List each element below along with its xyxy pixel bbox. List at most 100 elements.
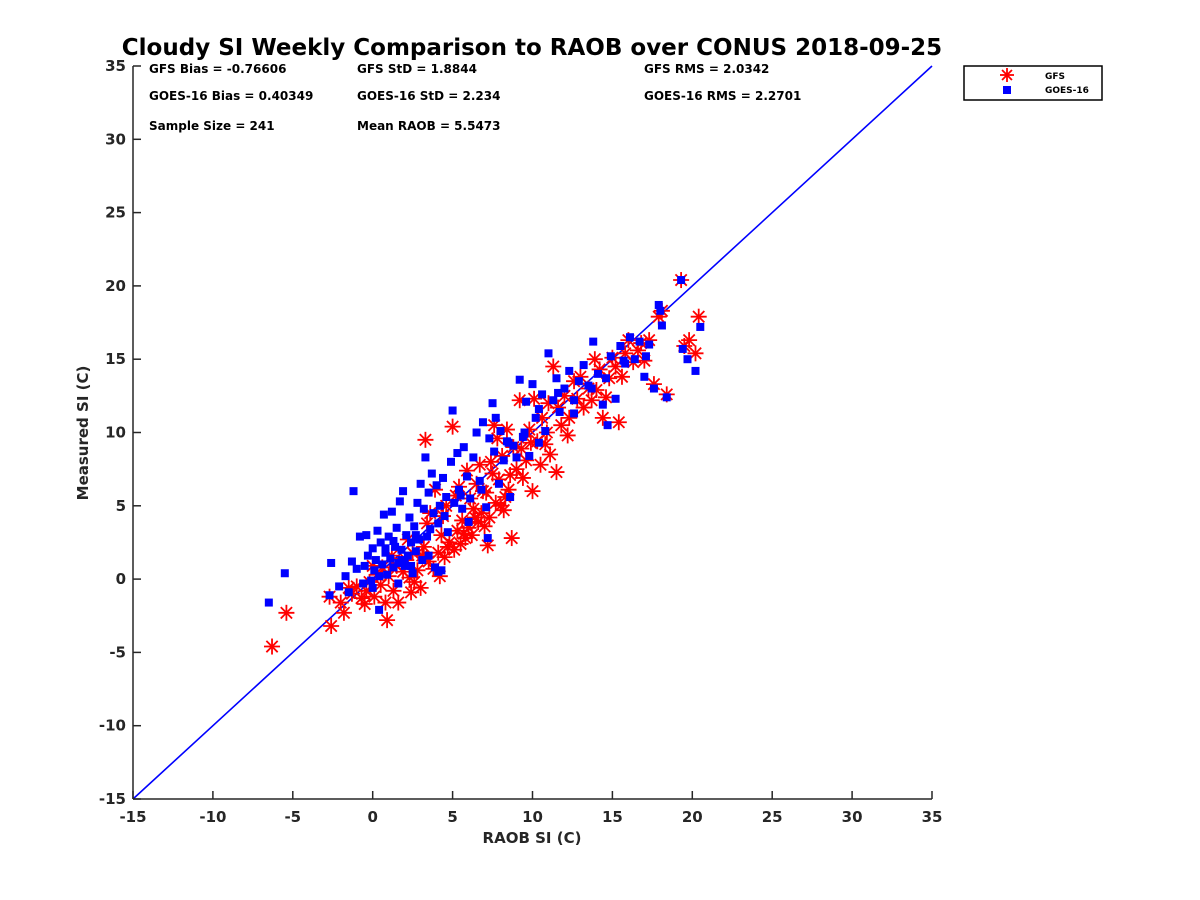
y-tick-label: 5 (116, 497, 126, 515)
y-tick-label: 30 (105, 130, 126, 148)
data-point-goes-16 (325, 591, 334, 600)
data-point-goes-16 (429, 509, 438, 518)
data-point-goes-16 (464, 517, 473, 526)
data-point-gfs (335, 604, 352, 621)
data-point-goes-16 (344, 588, 353, 597)
data-point-goes-16 (678, 344, 687, 353)
data-point-goes-16 (415, 535, 424, 544)
data-point-goes-16 (616, 342, 625, 351)
data-point-goes-16 (367, 576, 376, 585)
legend-label-goes-16: GOES-16 (1045, 86, 1089, 96)
data-point-goes-16 (574, 377, 583, 386)
data-point-goes-16 (483, 534, 492, 543)
data-point-gfs (681, 332, 698, 349)
legend-label-gfs: GFS (1045, 72, 1065, 82)
x-axis: -15 -10 -5 0 5 10 15 20 25 30 35 (119, 791, 942, 826)
data-point-gfs (542, 446, 559, 463)
data-point-goes-16 (488, 399, 497, 408)
data-point-goes-16 (397, 556, 406, 565)
data-point-goes-16 (435, 501, 444, 510)
data-point-goes-16 (442, 493, 451, 502)
data-point-goes-16 (421, 453, 430, 462)
y-tick-label: 20 (105, 277, 126, 295)
data-point-goes-16 (696, 322, 705, 331)
data-point-goes-16 (424, 488, 433, 497)
data-point-goes-16 (512, 453, 521, 462)
data-point-gfs (610, 414, 627, 431)
data-point-goes-16 (482, 503, 491, 512)
y-axis: -15 -10 -5 0 5 10 15 20 25 30 35 (99, 57, 141, 808)
data-point-goes-16 (355, 532, 364, 541)
x-tick-label: 25 (762, 808, 783, 826)
data-point-goes-16 (544, 349, 553, 358)
data-point-goes-16 (531, 413, 540, 422)
x-tick-label: 10 (522, 808, 543, 826)
data-point-gfs (390, 594, 407, 611)
data-point-goes-16 (499, 456, 508, 465)
data-point-goes-16 (434, 567, 443, 576)
data-point-goes-16 (477, 485, 486, 494)
stats-block: GFS Bias = -0.76606 GFS StD = 1.8844 GFS R… (149, 62, 801, 133)
data-point-goes-16 (565, 366, 574, 375)
data-point-gfs (575, 399, 592, 416)
data-point-goes-16 (630, 355, 639, 364)
data-point-goes-16 (579, 361, 588, 370)
x-tick-label: 20 (682, 808, 703, 826)
data-point-goes-16 (360, 561, 369, 570)
data-point-gfs (588, 381, 605, 398)
data-point-goes-16 (494, 479, 503, 488)
data-point-goes-16 (381, 548, 390, 557)
data-point-goes-16 (606, 352, 615, 361)
data-point-gfs (613, 368, 630, 385)
data-point-goes-16 (386, 554, 395, 563)
stat-text: GOES-16 Bias = 0.40349 (149, 89, 313, 103)
x-tick-label: -10 (199, 808, 226, 826)
data-point-goes-16 (485, 434, 494, 443)
data-point-goes-16 (458, 504, 467, 513)
data-point-goes-16 (378, 560, 387, 569)
data-point-gfs (690, 308, 707, 325)
data-point-goes-16 (555, 407, 564, 416)
data-point-goes-16 (387, 507, 396, 516)
data-point-gfs (481, 509, 498, 526)
data-point-goes-16 (397, 545, 406, 554)
legend-marker-goes-16 (1003, 86, 1011, 94)
stat-text: Sample Size = 241 (149, 119, 275, 133)
data-point-goes-16 (405, 513, 414, 522)
data-point-goes-16 (534, 405, 543, 414)
y-tick-label: 25 (105, 204, 126, 222)
data-point-goes-16 (384, 532, 393, 541)
data-point-goes-16 (453, 449, 462, 458)
data-point-gfs (548, 464, 565, 481)
data-point-goes-16 (462, 472, 471, 481)
x-tick-label: -5 (284, 808, 301, 826)
data-point-goes-16 (611, 394, 620, 403)
data-point-goes-16 (371, 556, 380, 565)
data-point-goes-16 (373, 526, 382, 535)
x-tick-label: 30 (842, 808, 863, 826)
data-point-goes-16 (381, 544, 390, 553)
data-point-goes-16 (570, 396, 579, 405)
y-tick-label: -5 (109, 643, 126, 661)
data-point-gfs (332, 594, 349, 611)
data-point-gfs (545, 358, 562, 375)
data-point-goes-16 (375, 572, 384, 581)
x-tick-label: 5 (447, 808, 457, 826)
data-point-goes-16 (375, 605, 384, 614)
data-point-goes-16 (657, 321, 666, 330)
data-point-goes-16 (490, 447, 499, 456)
data-point-goes-16 (408, 569, 417, 578)
data-point-goes-16 (662, 393, 671, 402)
data-point-goes-16 (518, 432, 527, 441)
data-point-goes-16 (520, 428, 529, 437)
data-point-gfs (583, 392, 600, 409)
data-point-goes-16 (560, 384, 569, 393)
data-point-gfs (502, 467, 519, 484)
data-point-goes-16 (359, 579, 368, 588)
data-point-gfs (455, 525, 472, 542)
x-axis-label: RAOB SI (C) (483, 829, 582, 847)
data-point-goes-16 (509, 441, 518, 450)
data-point-goes-16 (541, 427, 550, 436)
data-point-goes-16 (504, 438, 513, 447)
